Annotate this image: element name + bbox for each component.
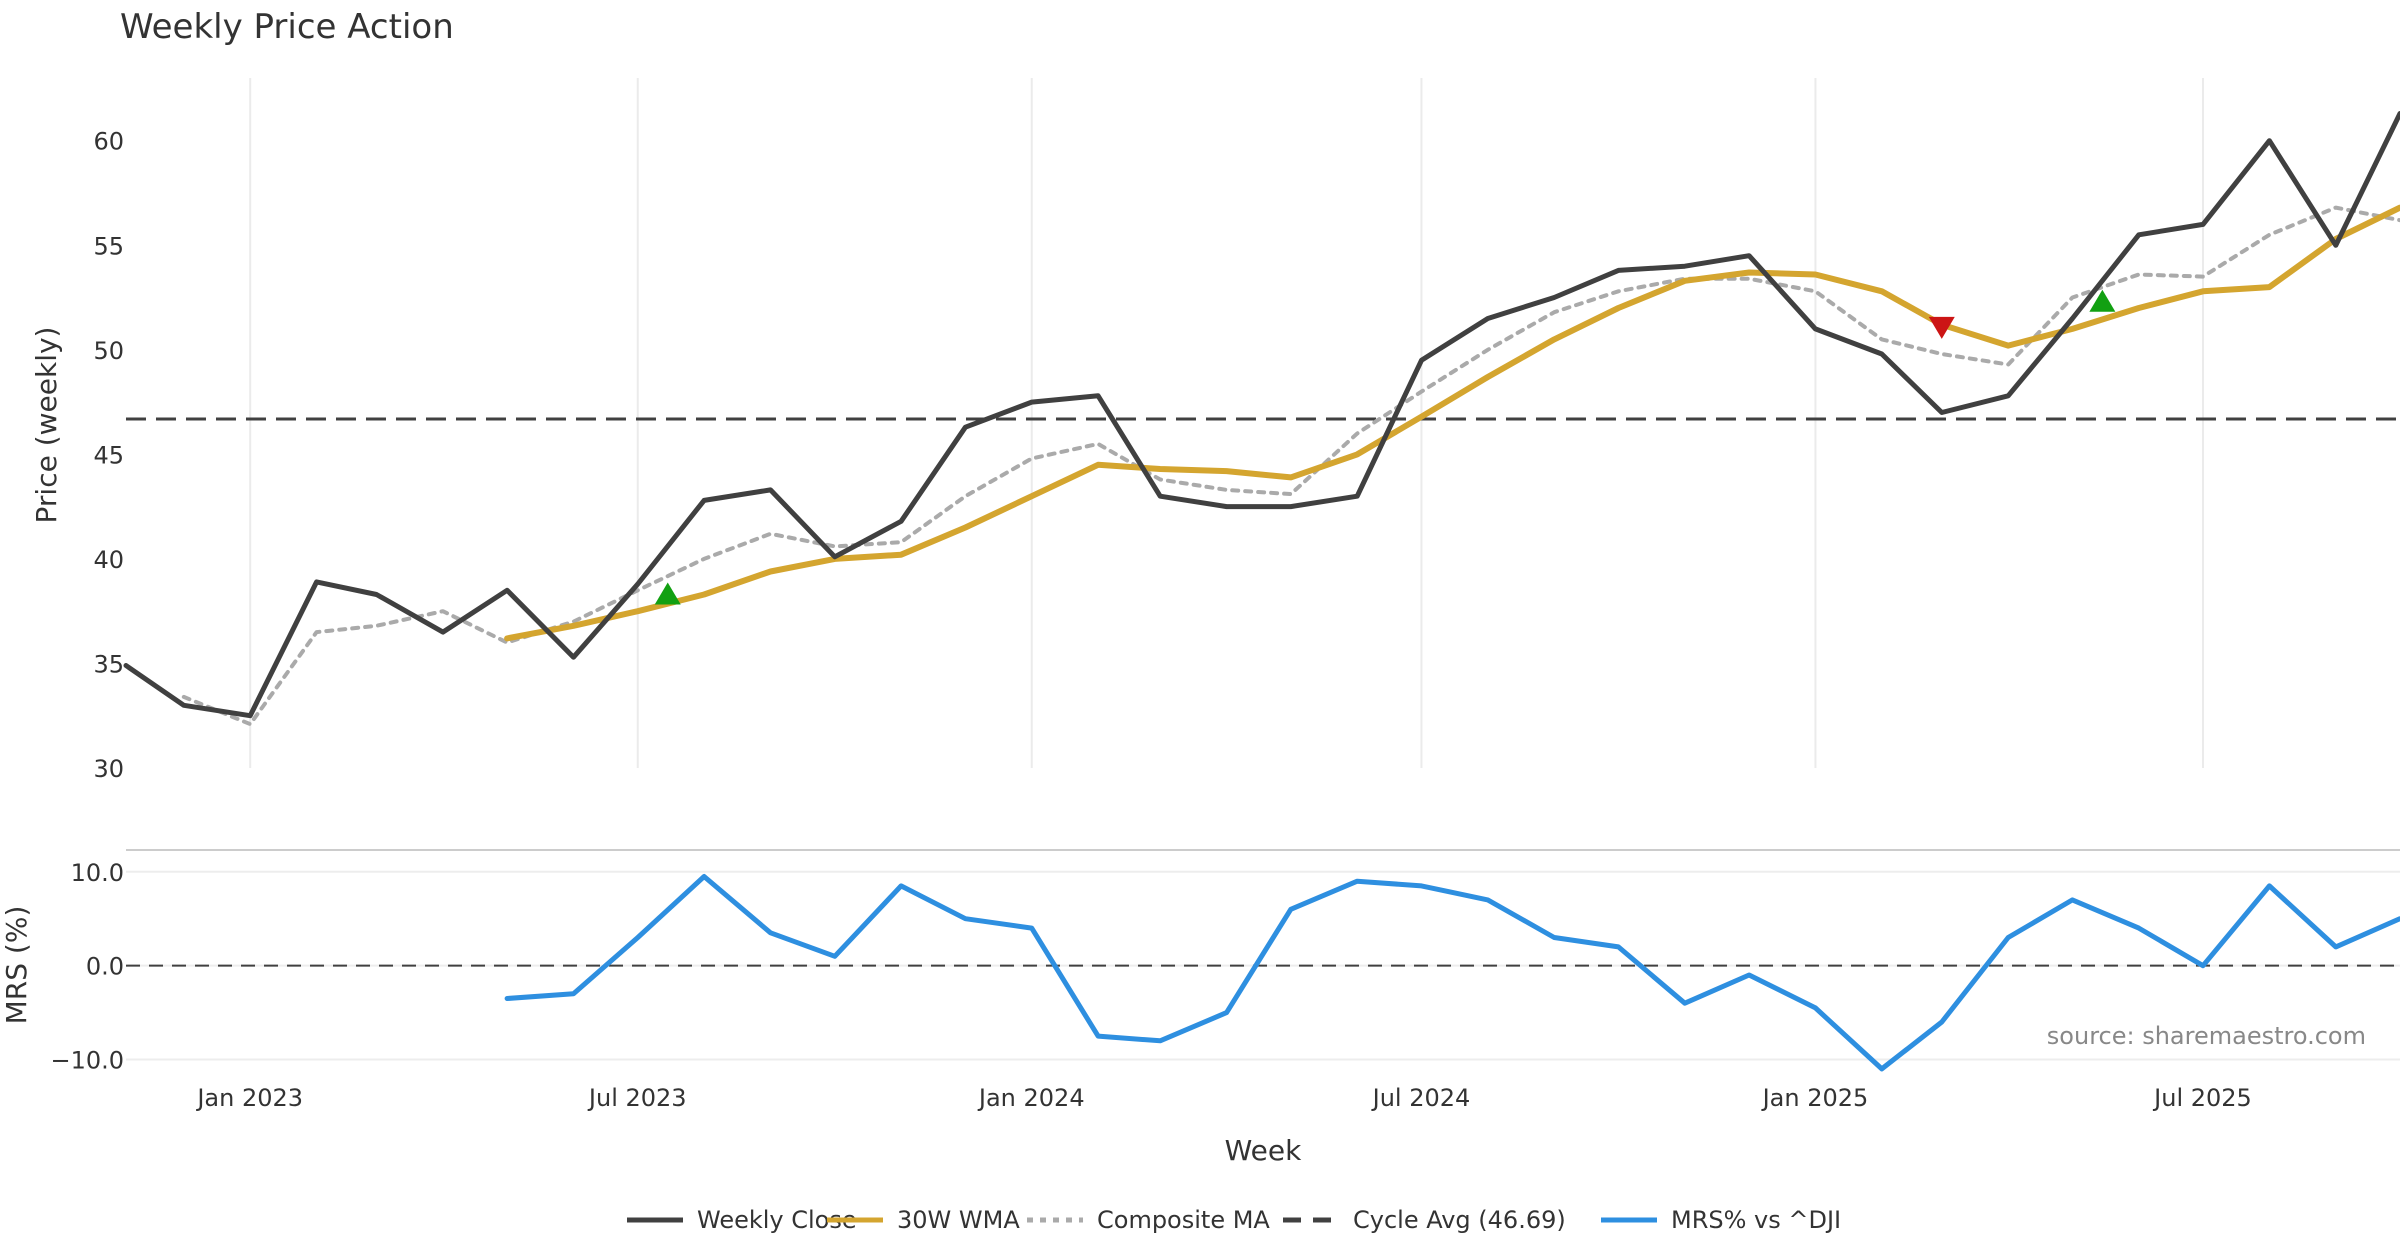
signal-markers bbox=[654, 289, 2116, 605]
weekly-close-line bbox=[123, 111, 2400, 719]
mrs-y-ticks: 10.0 0.0 −10.0 bbox=[50, 859, 124, 1075]
price-y-tick-label: 30 bbox=[93, 755, 124, 783]
price-y-axis-label: Price (weekly) bbox=[30, 327, 63, 524]
series-layer bbox=[123, 111, 2400, 1072]
x-tick-label: Jul 2024 bbox=[1371, 1084, 1471, 1112]
mrs-y-tick-label: 10.0 bbox=[71, 859, 124, 887]
legend-label: Cycle Avg (46.69) bbox=[1353, 1206, 1566, 1234]
mrs-y-tick-label: −10.0 bbox=[50, 1047, 124, 1075]
x-axis-label: Week bbox=[1225, 1134, 1302, 1167]
price-y-tick-label: 60 bbox=[93, 128, 124, 156]
composite-ma-line bbox=[181, 205, 2400, 727]
price-y-tick-label: 45 bbox=[93, 441, 124, 469]
mrs-y-axis-label: MRS (%) bbox=[0, 906, 33, 1025]
chart-title: Weekly Price Action bbox=[120, 7, 454, 47]
mrs-line bbox=[504, 874, 2400, 1072]
wma-30w-line bbox=[504, 204, 2400, 642]
legend-label: MRS% vs ^DJI bbox=[1671, 1206, 1841, 1234]
sell-signal-marker bbox=[1928, 316, 1955, 339]
legend: Weekly Close 30W WMA Composite MA Cycle Avg… bbox=[627, 1206, 1841, 1234]
price-y-tick-label: 50 bbox=[93, 337, 124, 365]
grid bbox=[126, 78, 2400, 1061]
price-y-tick-label: 35 bbox=[93, 650, 124, 678]
price-y-tick-label: 40 bbox=[93, 546, 124, 574]
price-y-ticks: 30 35 40 45 50 55 60 bbox=[93, 128, 124, 783]
x-tick-label: Jan 2024 bbox=[977, 1084, 1085, 1112]
x-tick-label: Jul 2025 bbox=[2152, 1084, 2252, 1112]
mrs-y-tick-label: 0.0 bbox=[86, 953, 124, 981]
legend-label: Composite MA bbox=[1097, 1206, 1270, 1234]
source-note: source: sharemaestro.com bbox=[2047, 1022, 2366, 1050]
x-tick-label: Jul 2023 bbox=[587, 1084, 687, 1112]
x-tick-label: Jan 2025 bbox=[1761, 1084, 1869, 1112]
buy-signal-marker bbox=[2089, 289, 2116, 312]
x-ticks: Jan 2023 Jul 2023 Jan 2024 Jul 2024 Jan 2025… bbox=[195, 1084, 2252, 1112]
price-y-tick-label: 55 bbox=[93, 232, 124, 260]
legend-label: 30W WMA bbox=[897, 1206, 1020, 1234]
x-tick-label: Jan 2023 bbox=[195, 1084, 303, 1112]
buy-signal-marker bbox=[654, 582, 681, 605]
